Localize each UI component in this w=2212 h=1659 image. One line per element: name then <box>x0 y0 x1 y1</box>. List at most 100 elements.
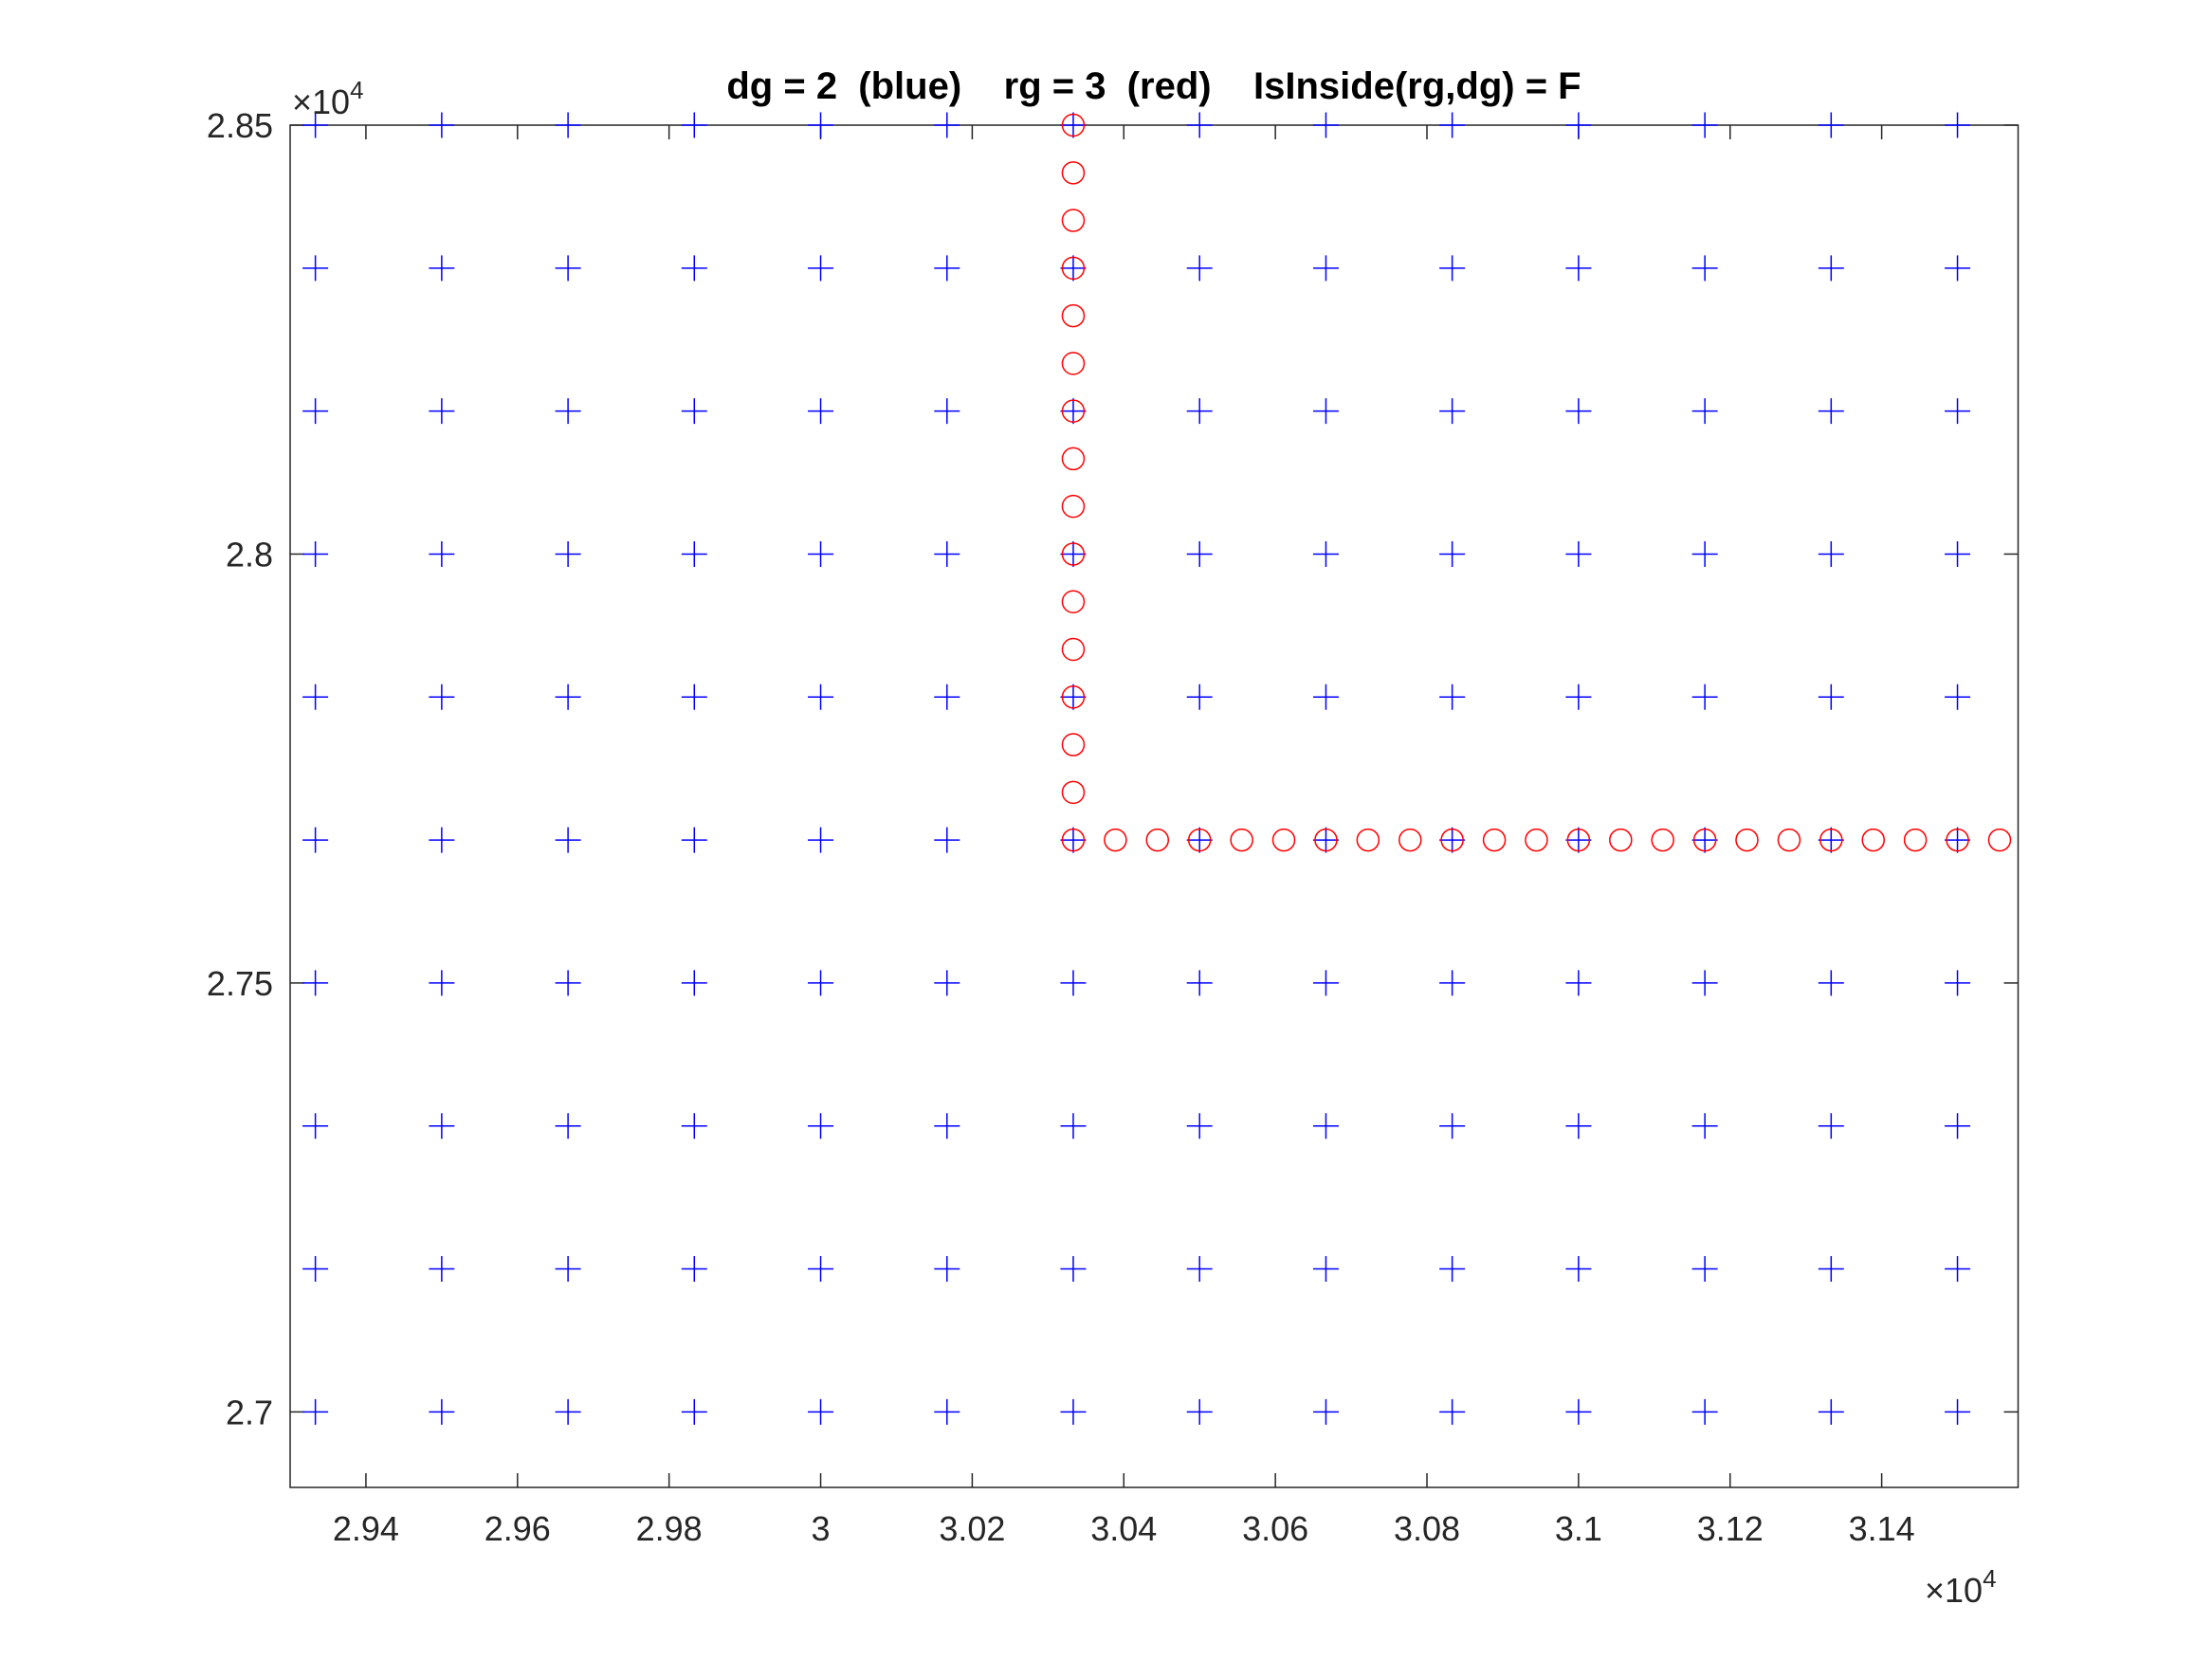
plus-marker <box>1312 540 1339 567</box>
plus-marker <box>555 112 581 138</box>
plus-marker <box>934 684 960 710</box>
plus-marker <box>1186 540 1213 567</box>
plus-marker <box>1818 540 1844 567</box>
plus-marker <box>302 1113 329 1139</box>
circle-marker <box>1061 161 1086 185</box>
plus-marker <box>1565 112 1592 138</box>
plus-marker <box>302 255 329 282</box>
circle-marker <box>1692 828 1717 852</box>
plus-marker <box>1818 970 1844 996</box>
plus-marker <box>681 398 707 425</box>
chart-title: dg = 2 (blue) rg = 3 (red) IsInside(rg,d… <box>726 65 1581 107</box>
circle-marker <box>1187 828 1212 852</box>
plus-marker <box>1565 398 1592 425</box>
plus-marker <box>429 1113 455 1139</box>
plus-marker <box>1691 112 1718 138</box>
y-multiplier-base: ×10 <box>292 82 350 121</box>
x-multiplier: ×104 <box>1925 1564 1997 1610</box>
plus-marker <box>808 255 834 282</box>
circle-marker <box>1651 828 1674 852</box>
plus-marker <box>681 540 707 567</box>
plus-marker <box>1691 1113 1718 1139</box>
plus-marker <box>1312 1256 1339 1283</box>
circle-marker <box>1061 352 1086 375</box>
circle-marker <box>1482 828 1507 852</box>
circle-marker <box>1145 828 1170 852</box>
plus-marker <box>1186 684 1213 710</box>
plus-marker <box>808 398 834 425</box>
plus-marker <box>429 398 455 425</box>
circle-marker <box>1271 828 1296 852</box>
plus-marker <box>1312 827 1339 853</box>
circle-marker <box>1061 637 1086 662</box>
x-tick-label: 3 <box>812 1509 831 1548</box>
plus-marker <box>1060 684 1087 710</box>
plus-marker <box>1818 684 1844 710</box>
plus-marker <box>1186 112 1213 138</box>
plus-marker <box>1945 684 1971 710</box>
plus-marker <box>1186 827 1213 853</box>
plus-marker <box>934 398 960 425</box>
circle-marker <box>1609 828 1633 852</box>
circle-marker <box>1061 590 1086 614</box>
plus-marker <box>1439 684 1466 710</box>
plus-marker <box>1439 1113 1466 1139</box>
plus-marker <box>1565 827 1592 853</box>
plus-marker <box>808 112 834 138</box>
plus-marker <box>1060 398 1087 425</box>
plus-marker <box>302 112 329 138</box>
circle-marker <box>1061 780 1086 805</box>
y-tick-label: 2.85 <box>207 106 273 145</box>
plus-marker <box>302 827 329 853</box>
circle-marker <box>1440 828 1464 852</box>
plus-marker <box>429 970 455 996</box>
plus-marker <box>555 398 581 425</box>
x-tick-label: 3.14 <box>1849 1509 1915 1548</box>
plus-marker <box>934 970 960 996</box>
plus-marker <box>1565 1113 1592 1139</box>
circle-marker <box>1735 828 1759 852</box>
circle-marker <box>1946 828 1969 852</box>
circle-marker <box>1061 828 1086 852</box>
plus-marker <box>555 827 581 853</box>
plus-marker <box>808 684 834 710</box>
plus-marker <box>1945 112 1971 138</box>
plus-marker <box>808 970 834 996</box>
plus-marker <box>808 1113 834 1139</box>
plus-marker <box>1439 1256 1466 1283</box>
x-multiplier-base: ×10 <box>1925 1571 1983 1610</box>
plus-marker <box>1439 255 1466 282</box>
x-tick-label: 3.1 <box>1555 1509 1602 1548</box>
plus-marker <box>1439 970 1466 996</box>
circle-marker <box>1061 447 1086 471</box>
y-multiplier: ×104 <box>292 76 364 121</box>
plus-marker <box>934 827 960 853</box>
plus-marker <box>1186 398 1213 425</box>
plus-marker <box>1439 112 1466 138</box>
plus-marker <box>555 255 581 282</box>
plus-marker <box>808 540 834 567</box>
plus-marker <box>555 970 581 996</box>
plus-marker <box>1312 1113 1339 1139</box>
circle-marker <box>1903 828 1928 852</box>
plus-marker <box>1186 1113 1213 1139</box>
plus-marker <box>1565 970 1592 996</box>
plus-marker <box>1945 540 1971 567</box>
plus-marker <box>1060 1256 1087 1283</box>
plus-marker <box>1565 255 1592 282</box>
plus-marker <box>1691 684 1718 710</box>
plus-marker <box>681 1256 707 1283</box>
circle-marker <box>1398 828 1422 852</box>
plus-marker <box>302 1398 329 1425</box>
plus-marker <box>1060 540 1087 567</box>
circle-marker <box>1987 828 2012 852</box>
plus-marker <box>1060 112 1087 138</box>
circle-marker <box>1566 828 1591 852</box>
plus-marker <box>934 1398 960 1425</box>
plus-marker <box>429 1256 455 1283</box>
plus-marker <box>555 1113 581 1139</box>
plus-marker <box>1060 255 1087 282</box>
circle-marker <box>1819 828 1843 852</box>
plus-marker <box>1945 255 1971 282</box>
